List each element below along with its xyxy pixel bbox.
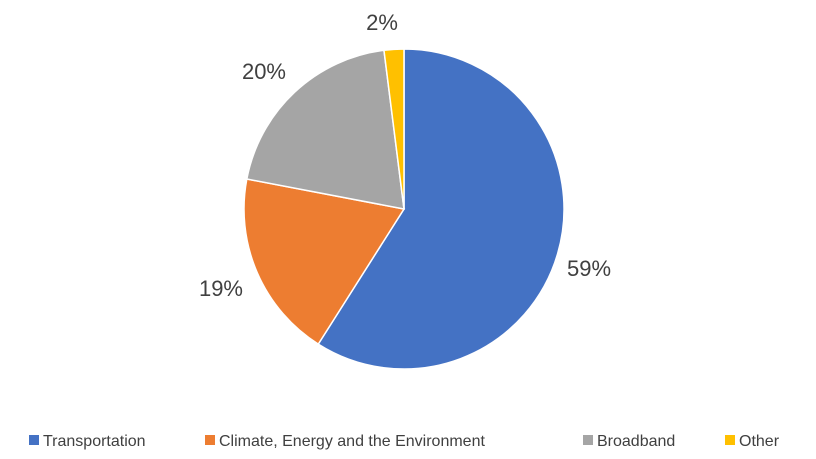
data-label-other: 2% (366, 10, 398, 35)
data-labels: 59% 19% 20% 2% (199, 10, 611, 301)
legend-label-transportation: Transportation (43, 433, 146, 450)
legend-item-climate-energy-environment: Climate, Energy and the Environment (205, 433, 485, 450)
data-label-transportation: 59% (567, 256, 611, 281)
legend-label-climate-energy-environment: Climate, Energy and the Environment (219, 433, 485, 450)
pie-slice-climate-energy-environment (243, 178, 406, 346)
pie-slice-transportation (317, 48, 565, 370)
legend-item-other: Other (725, 433, 780, 450)
legend-swatch-climate-energy-environment (205, 435, 215, 445)
legend-item-transportation: Transportation (29, 433, 146, 450)
legend-swatch-other (725, 435, 735, 445)
pie-slice-other (383, 48, 405, 210)
legend: Transportation Climate, Energy and the En… (29, 433, 780, 450)
data-label-climate-energy-environment: 19% (199, 276, 243, 301)
legend-item-broadband: Broadband (583, 433, 675, 450)
legend-swatch-transportation (29, 435, 39, 445)
legend-label-broadband: Broadband (597, 433, 675, 450)
pie-slice-broadband (245, 49, 405, 210)
legend-label-other: Other (739, 433, 780, 450)
pie-slices (243, 48, 565, 370)
legend-swatch-broadband (583, 435, 593, 445)
data-label-broadband: 20% (242, 59, 286, 84)
